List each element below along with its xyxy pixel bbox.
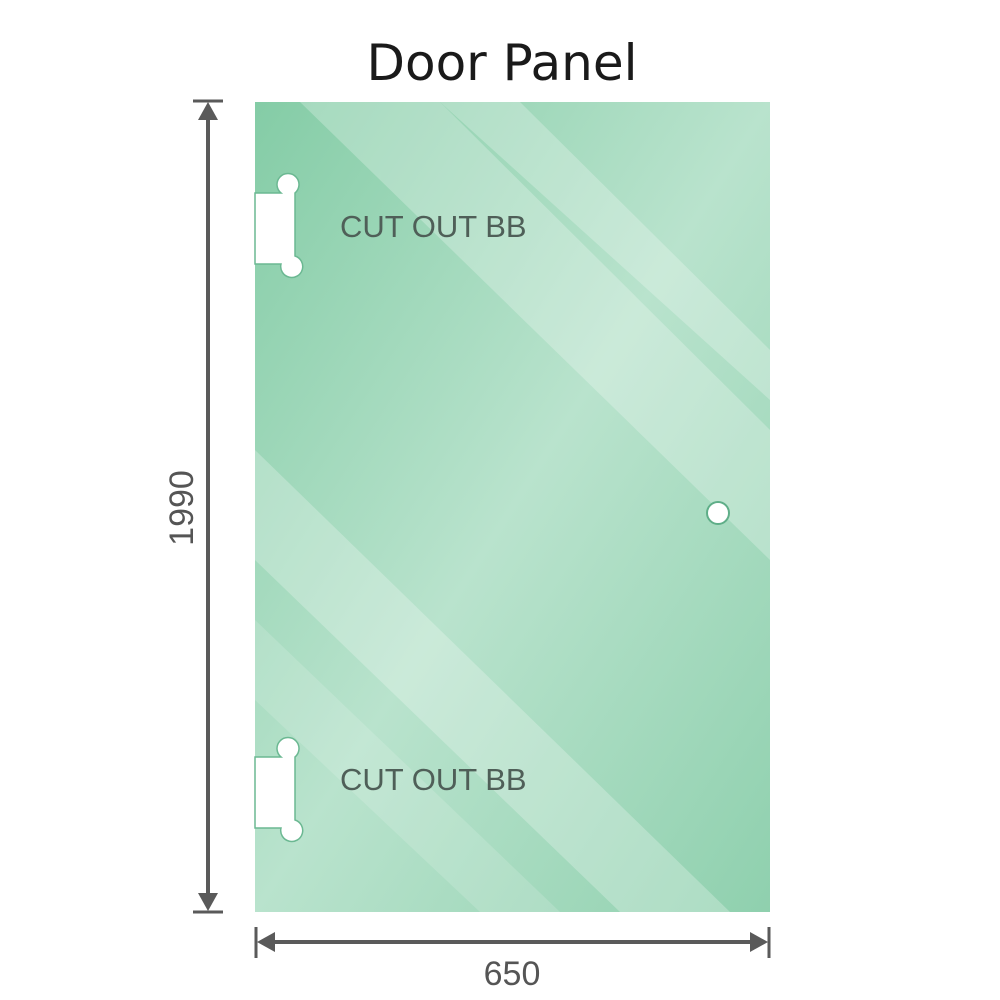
diagram-title: Door Panel (366, 34, 637, 92)
cutout-bottom (254, 736, 304, 843)
height-dimension (193, 99, 223, 914)
cutout-label-top: CUT OUT BB (340, 209, 527, 244)
handle-hole (706, 501, 730, 525)
width-dimension (254, 927, 771, 958)
width-label: 650 (484, 955, 541, 993)
glass-reflections (255, 102, 770, 912)
height-label: 1990 (163, 470, 201, 546)
cutout-label-bottom: CUT OUT BB (340, 762, 527, 797)
glass-panel (254, 102, 770, 912)
cutout-top (254, 172, 304, 279)
